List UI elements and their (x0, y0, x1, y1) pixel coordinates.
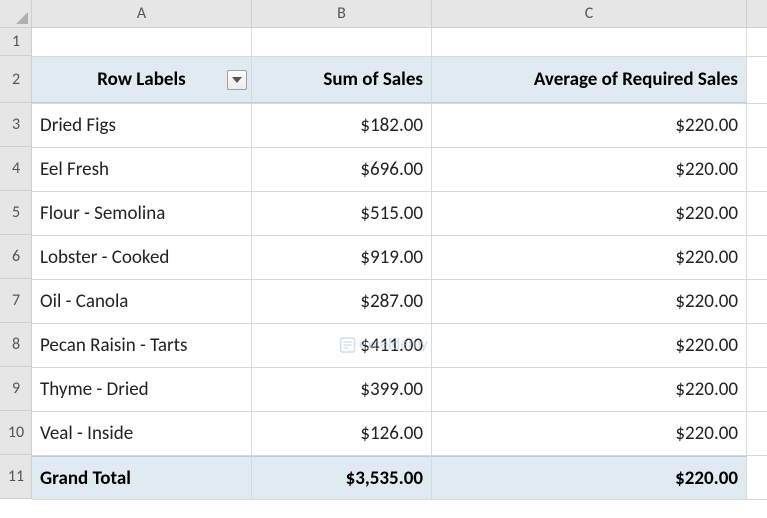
table-row (32, 28, 767, 57)
row-label: Pecan Raisin - Tarts (40, 334, 187, 357)
cell-avg[interactable]: $220.00 (432, 236, 747, 279)
cell-sales[interactable]: $411.00 (252, 324, 432, 367)
col-header-c[interactable]: C (432, 0, 747, 28)
row-header-2[interactable]: 2 (0, 56, 32, 103)
row-label: Thyme - Dried (40, 378, 149, 401)
pivot-header-label: Row Labels (97, 68, 185, 91)
sales-value: $919.00 (360, 246, 423, 269)
sales-value: $411.00 (360, 334, 423, 357)
row-header-3[interactable]: 3 (0, 103, 32, 147)
row-label: Eel Fresh (40, 158, 109, 181)
cell-label[interactable]: Pecan Raisin - Tarts (32, 324, 252, 367)
cell-sales[interactable]: $287.00 (252, 280, 432, 323)
cell-grid: Row Labels Sum of Sales Average of Requi… (32, 28, 767, 518)
avg-value: $220.00 (675, 422, 738, 445)
row-label: Flour - Semolina (40, 202, 165, 225)
avg-value: $220.00 (675, 114, 738, 137)
grand-total-sales: $3,535.00 (346, 467, 423, 490)
row-label: Lobster - Cooked (40, 246, 169, 269)
row-header-5[interactable]: 5 (0, 191, 32, 235)
avg-value: $220.00 (675, 158, 738, 181)
cell-c1[interactable] (432, 28, 747, 56)
avg-value: $220.00 (675, 290, 738, 313)
sales-value: $515.00 (360, 202, 423, 225)
table-row: Thyme - Dried $399.00 $220.00 (32, 368, 767, 412)
cell-total-sales[interactable]: $3,535.00 (252, 456, 432, 499)
row-header-4[interactable]: 4 (0, 147, 32, 191)
table-row: Oil - Canola $287.00 $220.00 (32, 280, 767, 324)
cell-label[interactable]: Dried Figs (32, 104, 252, 147)
filter-dropdown-button[interactable] (227, 70, 247, 90)
cell-sales[interactable]: $126.00 (252, 412, 432, 455)
avg-value: $220.00 (675, 378, 738, 401)
spreadsheet: A B C 1 2 3 4 5 6 7 8 9 10 11 Row Labels (0, 0, 767, 518)
row-header-7[interactable]: 7 (0, 279, 32, 323)
avg-value: $220.00 (675, 202, 738, 225)
cell-total-avg[interactable]: $220.00 (432, 456, 747, 499)
row-header-11[interactable]: 11 (0, 455, 32, 499)
col-header-a[interactable]: A (32, 0, 252, 28)
grand-total-row: Grand Total $3,535.00 $220.00 (32, 456, 767, 500)
row-headers: 1 2 3 4 5 6 7 8 9 10 11 (0, 28, 32, 499)
cell-a1[interactable] (32, 28, 252, 56)
col-header-b[interactable]: B (252, 0, 432, 28)
avg-value: $220.00 (675, 334, 738, 357)
cell-avg[interactable]: $220.00 (432, 104, 747, 147)
cell-sales[interactable]: $919.00 (252, 236, 432, 279)
table-row: Flour - Semolina $515.00 $220.00 (32, 192, 767, 236)
table-row: Eel Fresh $696.00 $220.00 (32, 148, 767, 192)
sales-value: $126.00 (360, 422, 423, 445)
pivot-header-label: Sum of Sales (323, 68, 423, 91)
cell-label[interactable]: Oil - Canola (32, 280, 252, 323)
grand-total-label: Grand Total (40, 467, 131, 490)
sales-value: $287.00 (360, 290, 423, 313)
pivot-header-row: Row Labels Sum of Sales Average of Requi… (32, 57, 767, 104)
cell-avg[interactable]: $220.00 (432, 324, 747, 367)
row-label: Oil - Canola (40, 290, 128, 313)
table-row: Lobster - Cooked $919.00 $220.00 (32, 236, 767, 280)
cell-sales[interactable]: $515.00 (252, 192, 432, 235)
table-row: Dried Figs $182.00 $220.00 (32, 104, 767, 148)
cell-avg[interactable]: $220.00 (432, 368, 747, 411)
cell-sales[interactable]: $399.00 (252, 368, 432, 411)
sales-value: $399.00 (360, 378, 423, 401)
sales-value: $696.00 (360, 158, 423, 181)
row-header-6[interactable]: 6 (0, 235, 32, 279)
avg-value: $220.00 (675, 246, 738, 269)
row-header-10[interactable]: 10 (0, 411, 32, 455)
cell-label[interactable]: Eel Fresh (32, 148, 252, 191)
chevron-down-icon (232, 77, 242, 83)
cell-b1[interactable] (252, 28, 432, 56)
cell-sum-sales-header[interactable]: Sum of Sales (252, 57, 432, 103)
cell-sales[interactable]: $696.00 (252, 148, 432, 191)
cell-label[interactable]: Thyme - Dried (32, 368, 252, 411)
cell-avg-required-header[interactable]: Average of Required Sales (432, 57, 747, 103)
cell-sales[interactable]: $182.00 (252, 104, 432, 147)
cell-row-labels-header[interactable]: Row Labels (32, 57, 252, 103)
row-label: Veal - Inside (40, 422, 133, 445)
cell-avg[interactable]: $220.00 (432, 280, 747, 323)
column-headers: A B C (32, 0, 767, 28)
table-row: Veal - Inside $126.00 $220.00 (32, 412, 767, 456)
cell-avg[interactable]: $220.00 (432, 148, 747, 191)
row-label: Dried Figs (40, 114, 116, 137)
sales-value: $182.00 (360, 114, 423, 137)
cell-avg[interactable]: $220.00 (432, 412, 747, 455)
table-row: Pecan Raisin - Tarts $411.00 $220.00 (32, 324, 767, 368)
col-header-d-partial[interactable] (747, 0, 767, 28)
cell-label[interactable]: Veal - Inside (32, 412, 252, 455)
row-header-1[interactable]: 1 (0, 28, 32, 56)
row-header-8[interactable]: 8 (0, 323, 32, 367)
pivot-header-label: Average of Required Sales (534, 68, 738, 91)
cell-label[interactable]: Flour - Semolina (32, 192, 252, 235)
cell-label[interactable]: Lobster - Cooked (32, 236, 252, 279)
row-header-9[interactable]: 9 (0, 367, 32, 411)
select-all-corner[interactable] (0, 0, 32, 28)
cell-total-label[interactable]: Grand Total (32, 456, 252, 499)
grand-total-avg: $220.00 (675, 467, 738, 490)
cell-avg[interactable]: $220.00 (432, 192, 747, 235)
